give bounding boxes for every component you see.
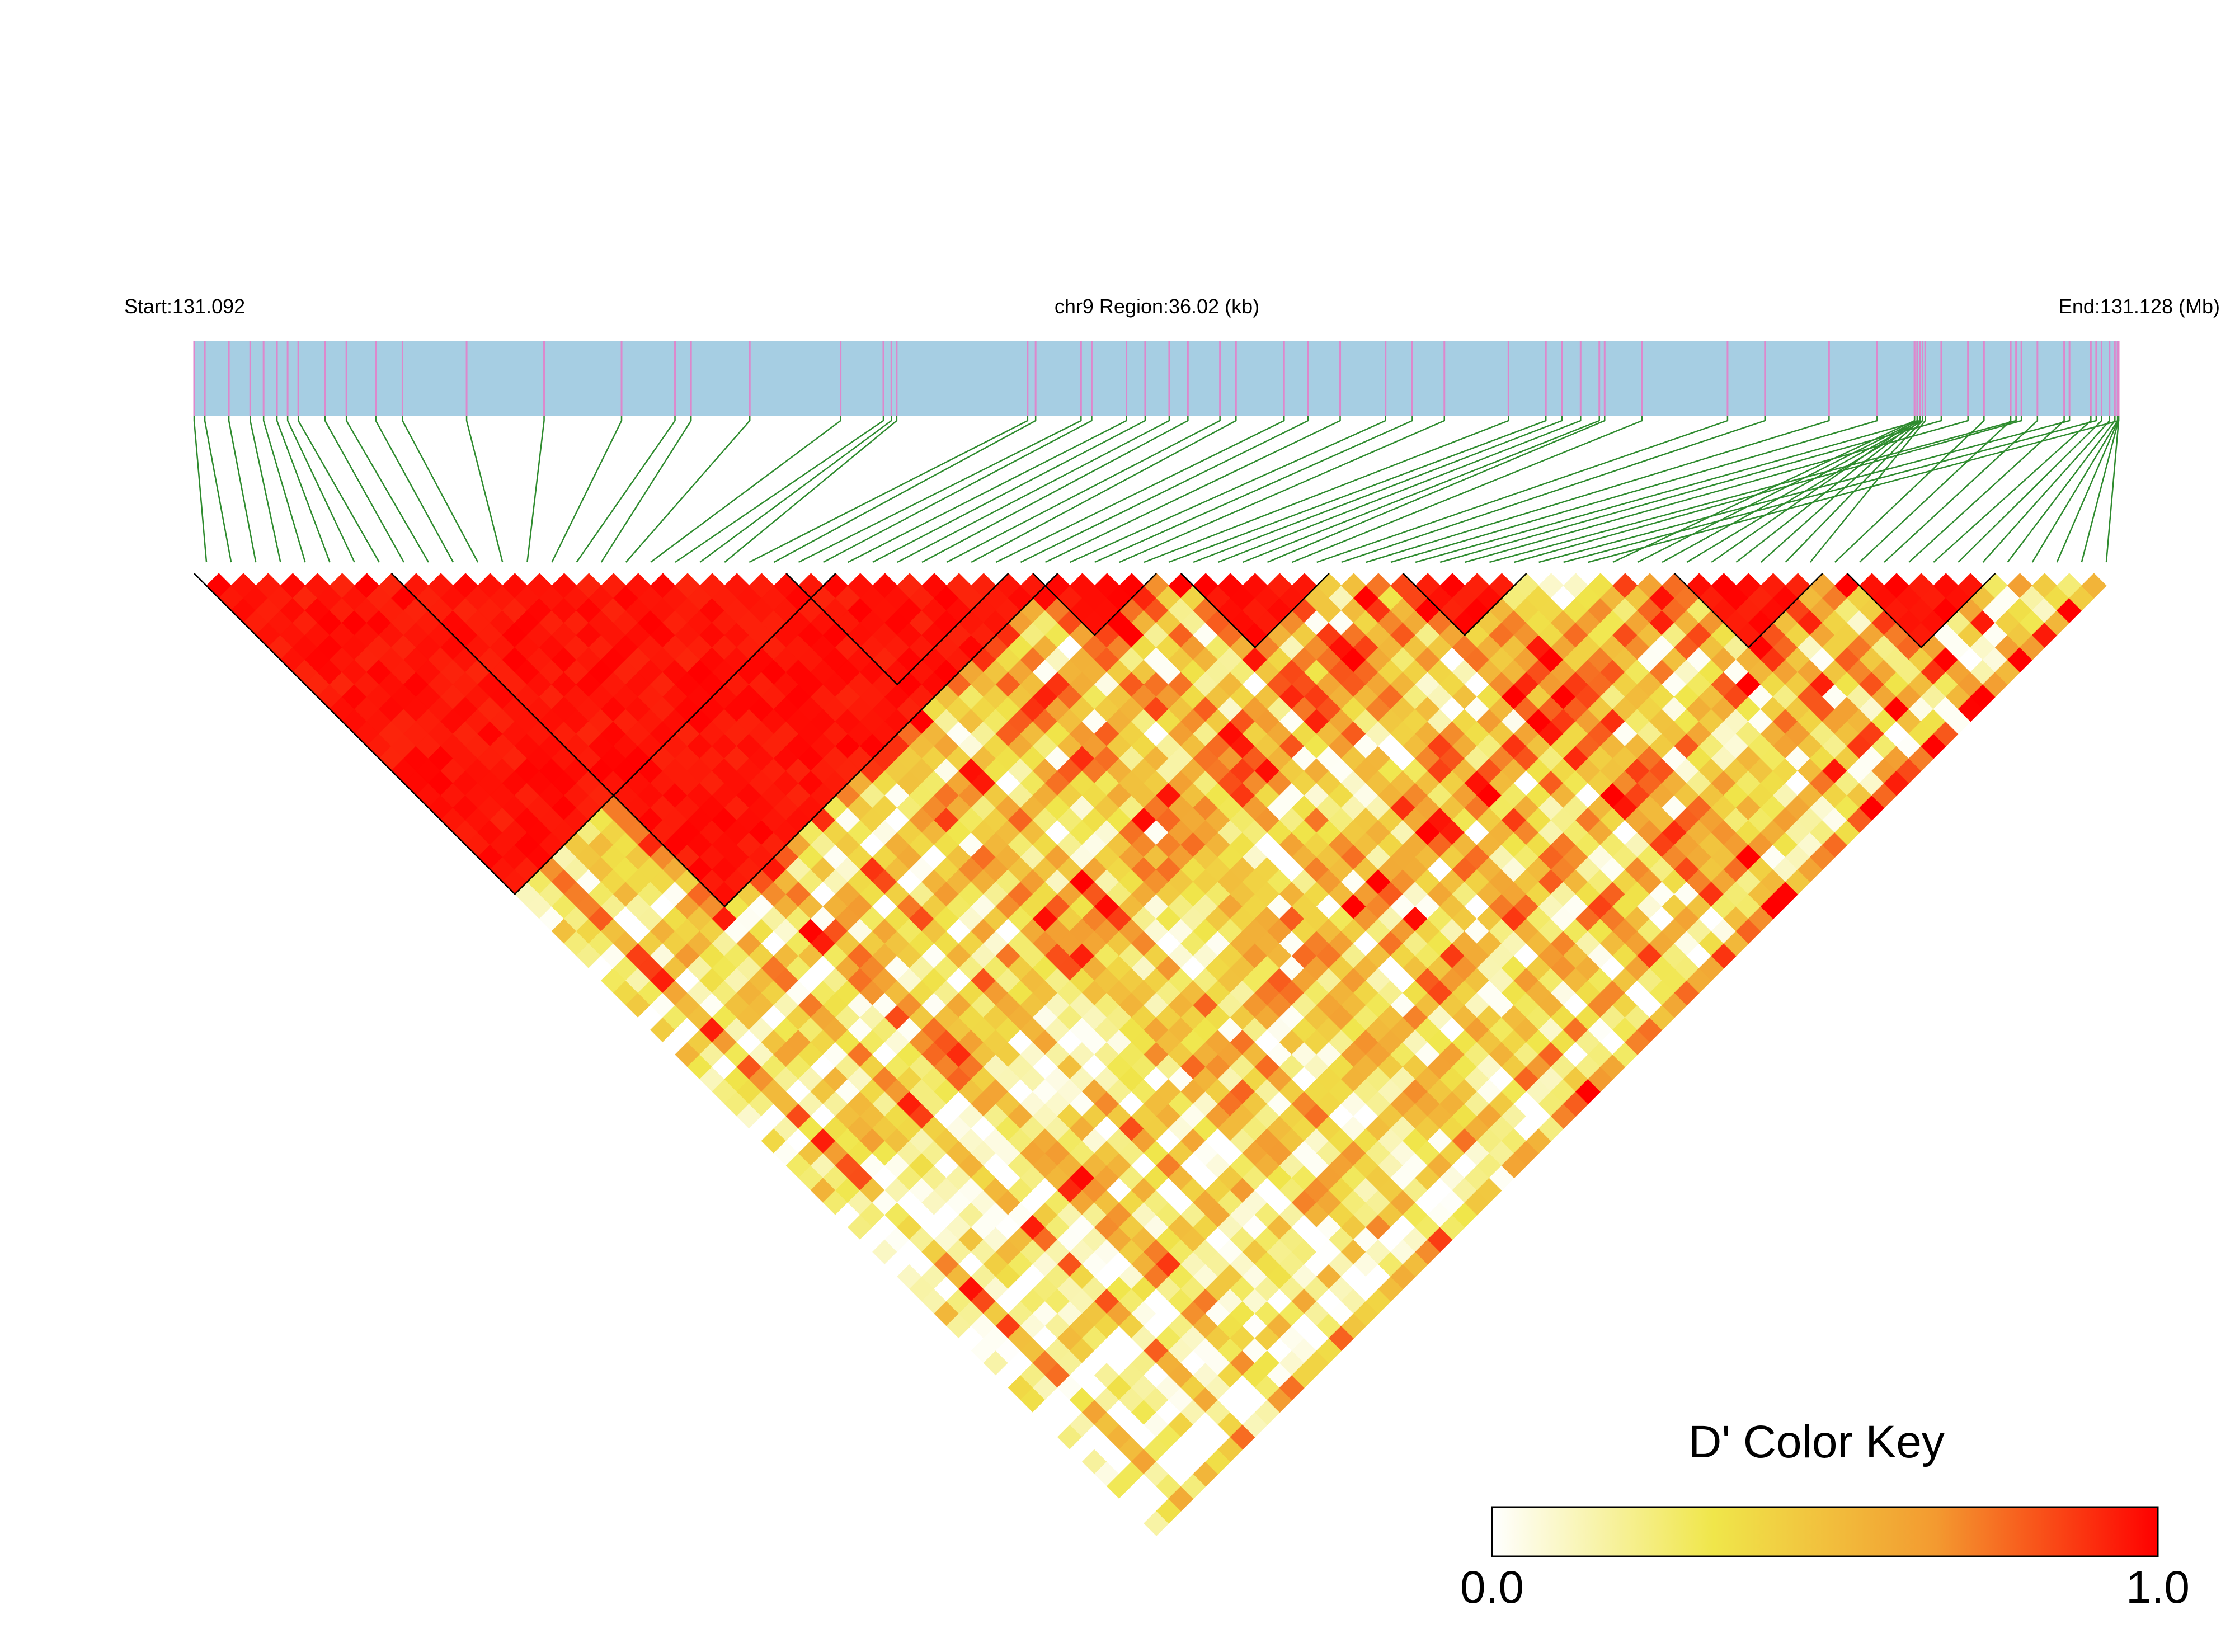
snp-connector bbox=[625, 416, 751, 563]
snp-connector bbox=[1193, 416, 1563, 563]
ld-block-outline bbox=[1032, 573, 1157, 637]
snp-connector bbox=[1390, 416, 1878, 563]
region-end-label: End:131.128 (Mb) bbox=[2059, 295, 2220, 318]
snp-connector bbox=[798, 416, 1082, 563]
snp-connector bbox=[375, 416, 454, 563]
snp-connector bbox=[1439, 416, 1942, 563]
snp-connector bbox=[1859, 416, 2012, 563]
snp-connector bbox=[946, 416, 1221, 563]
snp-connector bbox=[1735, 416, 1918, 563]
snp-connector bbox=[921, 416, 1189, 563]
snp-connector bbox=[675, 416, 884, 563]
ld-block-outline bbox=[1674, 573, 1823, 649]
snp-connector bbox=[465, 416, 504, 563]
snp-connector bbox=[1958, 416, 2102, 563]
region-start-label: Start:131.092 bbox=[124, 295, 245, 318]
snp-connector bbox=[1834, 416, 1985, 563]
snp-connector bbox=[1366, 416, 1830, 563]
color-key-title: D' Color Key bbox=[1688, 1416, 1945, 1467]
snp-connector bbox=[1020, 416, 1309, 563]
snp-connector bbox=[1267, 416, 1606, 563]
snp-connector bbox=[1119, 416, 1446, 563]
snp-connector bbox=[1168, 416, 1547, 563]
snp-tick-marks bbox=[193, 341, 2120, 416]
snp-connector bbox=[204, 416, 232, 563]
snp-connector bbox=[2105, 416, 2120, 563]
snp-connector bbox=[526, 416, 545, 563]
snp-connector bbox=[2007, 416, 2116, 563]
snp-connector bbox=[228, 416, 257, 563]
snp-connector bbox=[193, 416, 208, 563]
snp-connector bbox=[1217, 416, 1582, 563]
snp-connector bbox=[1464, 416, 1969, 563]
snp-connector bbox=[297, 416, 380, 563]
snp-position-strip bbox=[194, 341, 2119, 416]
snp-connector bbox=[286, 416, 355, 563]
snp-connector bbox=[1711, 416, 1916, 563]
snp-connector bbox=[971, 416, 1237, 563]
snp-connector bbox=[1070, 416, 1386, 563]
snp-connector bbox=[897, 416, 1170, 563]
snp-connector bbox=[600, 416, 692, 563]
snp-connector bbox=[1242, 416, 1600, 563]
snp-connector bbox=[576, 416, 676, 563]
ld-block-outline bbox=[194, 573, 836, 896]
snp-connector bbox=[1292, 416, 1643, 563]
snp-connector bbox=[1884, 416, 2039, 563]
ld-block-outline bbox=[390, 573, 1058, 908]
snp-connector bbox=[276, 416, 331, 563]
snp-connector bbox=[1489, 416, 2017, 563]
snp-connector bbox=[1563, 416, 2097, 563]
snp-connector bbox=[250, 416, 281, 563]
snp-connector bbox=[1809, 416, 1926, 563]
color-key-min-label: 0.0 bbox=[1460, 1562, 1524, 1613]
snp-connector bbox=[1044, 416, 1341, 563]
snp-connector bbox=[1982, 416, 2111, 563]
snp-connector bbox=[823, 416, 1093, 563]
snp-connector bbox=[262, 416, 306, 563]
ld-block-outline bbox=[1180, 573, 1330, 649]
ld-cells bbox=[206, 573, 2107, 1536]
snp-connector bbox=[324, 416, 404, 563]
snp-connector bbox=[749, 416, 1029, 563]
snp-connector bbox=[1341, 416, 1766, 563]
color-key-bar bbox=[1491, 1506, 2159, 1557]
snp-connector bbox=[1538, 416, 2071, 563]
snp-connector bbox=[1144, 416, 1509, 563]
ld-block-outline bbox=[785, 573, 1009, 686]
snp-connector bbox=[1933, 416, 2092, 563]
region-center-label: chr9 Region:36.02 (kb) bbox=[1055, 295, 1259, 318]
snp-connector bbox=[872, 416, 1146, 563]
snp-connector bbox=[650, 416, 841, 563]
snp-connector bbox=[773, 416, 1037, 563]
color-key-max-label: 1.0 bbox=[2126, 1562, 2190, 1613]
snp-connector-lines bbox=[193, 416, 2120, 563]
snp-connector bbox=[848, 416, 1127, 563]
snp-connector bbox=[345, 416, 430, 563]
snp-connector bbox=[551, 416, 623, 563]
snp-connector bbox=[402, 416, 479, 563]
snp-connector bbox=[724, 416, 898, 563]
ld-block-outline bbox=[1846, 573, 1996, 649]
ld-block-outline bbox=[1403, 573, 1527, 637]
snp-connector bbox=[699, 416, 892, 563]
snp-connector bbox=[1908, 416, 2065, 563]
snp-connector bbox=[1760, 416, 1921, 563]
snp-connector bbox=[1785, 416, 1923, 563]
ld-cell bbox=[2081, 573, 2107, 599]
snp-connector bbox=[995, 416, 1285, 563]
snp-connector bbox=[1094, 416, 1413, 563]
snp-connector bbox=[1514, 416, 2022, 563]
snp-connector bbox=[1316, 416, 1729, 563]
ld-block-outlines bbox=[194, 573, 1996, 908]
